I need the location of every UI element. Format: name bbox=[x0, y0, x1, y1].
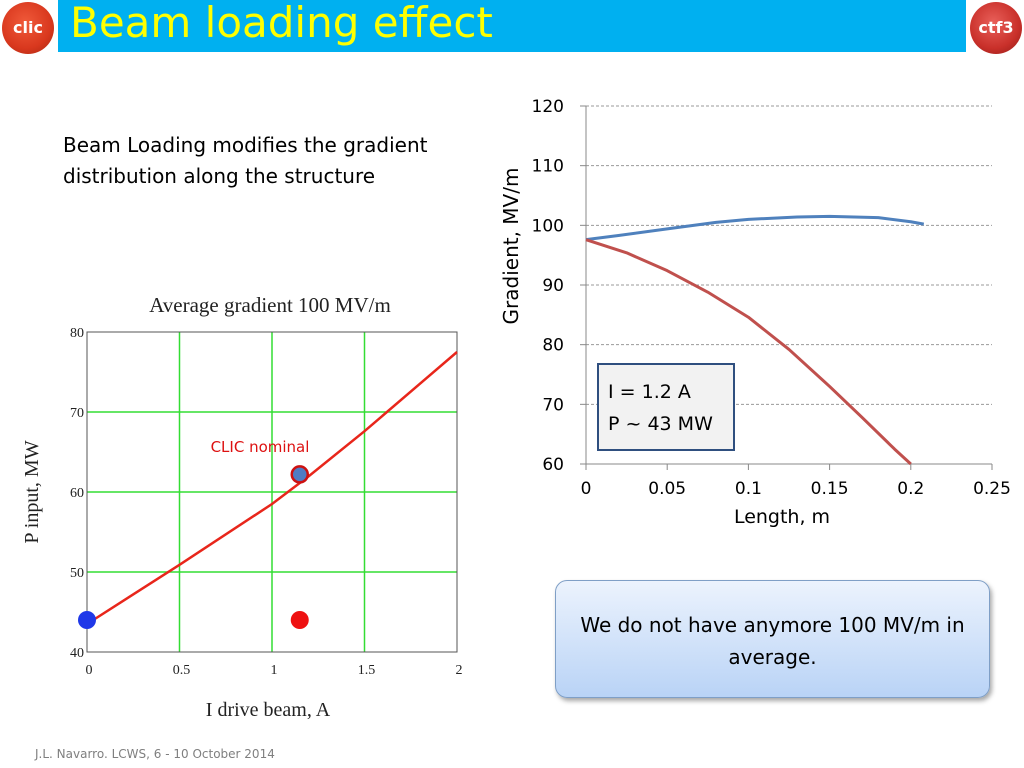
right-chart-x-label: Length, m bbox=[734, 506, 830, 528]
left-chart-grid bbox=[87, 332, 457, 652]
right-chart-x-tick-label: 0.25 bbox=[973, 479, 1011, 499]
left-chart-x-tick-label: 1 bbox=[271, 663, 278, 678]
left-chart-series bbox=[86, 351, 458, 626]
power-vs-current-chart: Average gradient 100 MV/m 40 50 60 70 80 0 0.… bbox=[21, 293, 463, 721]
right-chart-series bbox=[585, 214, 925, 466]
annotation-current: I = 1.2 A bbox=[608, 381, 691, 403]
clic-nominal-label: CLIC nominal bbox=[211, 438, 310, 456]
right-chart-x-tick-label: 0.05 bbox=[648, 479, 686, 499]
gradient-vs-length-chart: 60 70 80 90 100 110 120 0 0.05 0.1 0.15 0.2 0.25 Gr… bbox=[499, 97, 1011, 528]
left-chart-marker bbox=[290, 611, 309, 629]
conclusion-callout: We do not have anymore 100 MV/m in avera… bbox=[555, 580, 990, 698]
left-chart-x-tick-label: 1.5 bbox=[358, 663, 376, 678]
clic-logo-text: clic bbox=[13, 18, 43, 37]
right-chart-y-tick-label: 60 bbox=[542, 455, 564, 475]
right-chart-y-tick-label: 90 bbox=[542, 276, 564, 296]
right-chart-y-tick-label: 100 bbox=[532, 216, 564, 236]
clic-logo: clic bbox=[2, 2, 54, 54]
left-chart-series-line bbox=[86, 351, 458, 626]
footer-text: J.L. Navarro. LCWS, 6 - 10 October 2014 bbox=[35, 747, 275, 761]
left-chart-y-tick-label: 60 bbox=[70, 486, 84, 501]
left-chart-y-tick-label: 50 bbox=[70, 566, 84, 581]
left-chart-x-tick-label: 0.5 bbox=[173, 663, 191, 678]
left-chart-x-ticks: 0 0.5 1 1.5 2 bbox=[86, 663, 463, 678]
right-chart-x-tick-label: 0.1 bbox=[735, 479, 762, 499]
right-chart-grid bbox=[586, 105, 992, 405]
right-chart-y-tick-label: 120 bbox=[532, 97, 564, 117]
clic-nominal-marker bbox=[290, 465, 309, 484]
left-chart-x-label: I drive beam, A bbox=[206, 699, 331, 721]
ctf3-logo-text: ctf3 bbox=[978, 18, 1014, 37]
left-chart-y-tick-label: 70 bbox=[70, 406, 84, 421]
right-chart-x-tick-label: 0.2 bbox=[897, 479, 924, 499]
right-chart-series-line bbox=[585, 238, 912, 466]
left-chart-y-tick-label: 40 bbox=[70, 646, 84, 661]
right-chart-x-ticks: 0 0.05 0.1 0.15 0.2 0.25 bbox=[581, 464, 1011, 499]
right-chart-y-label: Gradient, MV/m bbox=[499, 168, 523, 325]
annotation-power: P ~ 43 MW bbox=[608, 413, 713, 435]
right-chart-y-ticks: 60 70 80 90 100 110 120 bbox=[532, 97, 586, 475]
left-chart-title: Average gradient 100 MV/m bbox=[149, 293, 391, 317]
left-chart-plot-border bbox=[86, 331, 458, 653]
title-bar: Beam loading effect bbox=[58, 0, 966, 52]
right-chart-y-tick-label: 80 bbox=[542, 336, 564, 356]
intro-text: Beam Loading modifies the gradient distr… bbox=[63, 133, 428, 188]
ctf3-logo: ctf3 bbox=[970, 2, 1022, 54]
left-chart-x-tick-label: 0 bbox=[86, 663, 93, 678]
right-chart-annotation-box bbox=[597, 363, 735, 451]
left-chart-x-tick-label: 2 bbox=[456, 663, 463, 678]
left-chart-points bbox=[78, 465, 309, 629]
right-chart-y-tick-label: 70 bbox=[542, 395, 564, 415]
left-chart-y-ticks: 40 50 60 70 80 bbox=[70, 326, 84, 661]
left-chart-marker bbox=[78, 611, 96, 629]
right-chart-series-line bbox=[585, 214, 925, 242]
right-chart-x-tick-label: 0 bbox=[581, 479, 592, 499]
right-chart-y-tick-label: 110 bbox=[532, 157, 564, 177]
right-chart-x-tick-label: 0.15 bbox=[811, 479, 849, 499]
page-title: Beam loading effect bbox=[70, 0, 493, 47]
left-chart-y-tick-label: 80 bbox=[70, 326, 84, 341]
left-chart-y-label: P input, MW bbox=[21, 440, 43, 543]
